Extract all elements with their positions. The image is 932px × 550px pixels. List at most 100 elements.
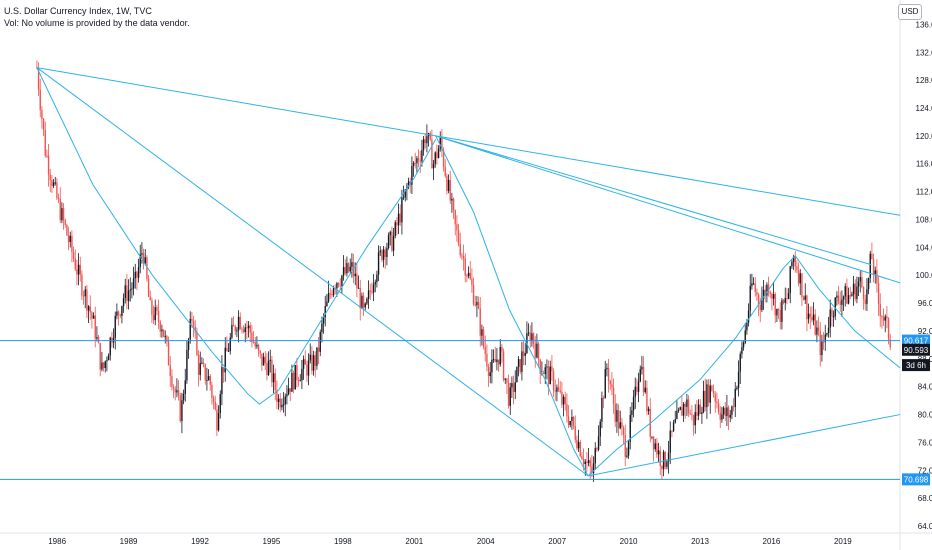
candle-body [217, 413, 220, 431]
candle-body [182, 394, 185, 401]
candle-body [219, 394, 221, 414]
candle-body [864, 299, 866, 304]
candle-body [351, 262, 353, 267]
candle-body [571, 416, 573, 422]
price-tag-box [902, 359, 930, 372]
candle-body [506, 378, 508, 383]
candle-body [579, 441, 581, 457]
candle-body [67, 235, 70, 243]
candle-body [681, 407, 683, 416]
candle-body [784, 298, 786, 303]
candle-body [41, 109, 43, 119]
candle-body [426, 136, 428, 144]
candle-body [856, 286, 858, 299]
candle-body [469, 272, 471, 279]
candle-body [636, 386, 638, 392]
candle-body [886, 316, 888, 319]
candle-body [367, 290, 370, 299]
candle-body [671, 430, 673, 432]
candle-body [277, 398, 280, 402]
x-tick-label: 1998 [334, 537, 352, 546]
candle-body [632, 396, 635, 411]
candle-body [412, 162, 415, 167]
candle-body [826, 332, 828, 335]
candle-body [162, 329, 165, 337]
candle-body [604, 369, 606, 399]
candle-body [272, 373, 275, 383]
candle-body [611, 384, 613, 388]
candle-body [284, 396, 286, 405]
candle-body [37, 67, 40, 90]
candle-body [776, 309, 778, 316]
candle-body [64, 220, 66, 225]
candle-body [91, 312, 93, 319]
candle-body [87, 306, 90, 311]
candle-body [479, 308, 481, 336]
candle-body [82, 295, 85, 297]
price-tag-label: 90.593 [904, 346, 929, 355]
candle-body [106, 360, 108, 362]
candle-body [341, 275, 343, 287]
candle-body [601, 397, 603, 422]
trendline-4 [36, 67, 589, 477]
candle-body [407, 181, 410, 188]
candle-body [839, 301, 841, 305]
candle-body [342, 267, 345, 276]
candle-body [669, 430, 671, 453]
currency-button[interactable]: USD [898, 4, 922, 20]
curve-2 [435, 135, 589, 477]
candle-body [49, 174, 51, 181]
candle-body [716, 401, 718, 404]
candle-body [584, 461, 586, 465]
candle-body [881, 316, 883, 318]
candle-body [447, 179, 450, 192]
candle-body [326, 301, 328, 307]
candle-body [59, 198, 61, 221]
candles [36, 60, 891, 482]
candle-body [114, 315, 116, 338]
candle-body [779, 310, 781, 322]
candle-body [652, 436, 655, 450]
candle-body [861, 277, 863, 288]
candle-body [387, 235, 390, 248]
candle-body [121, 306, 123, 316]
candle-body [866, 289, 868, 304]
curve-3 [587, 255, 796, 477]
candle-body [374, 282, 376, 285]
candle-body [677, 409, 680, 411]
candle-body [47, 155, 50, 175]
candle-body [321, 323, 323, 333]
candle-body [109, 337, 111, 356]
candle-body [192, 320, 195, 327]
candle-body [169, 365, 171, 377]
candle-body [497, 359, 500, 365]
candle-body [419, 160, 421, 162]
x-tick-label: 1986 [48, 537, 66, 546]
trendline-1 [36, 67, 901, 216]
candle-body [676, 410, 678, 420]
candle-body [544, 367, 546, 374]
candle-body [197, 354, 200, 375]
candle-body [529, 332, 531, 341]
candle-body [122, 298, 125, 307]
candle-body [172, 387, 175, 389]
candle-body [204, 364, 206, 381]
candle-body [862, 287, 865, 300]
candle-body [619, 422, 621, 429]
candle-body [227, 350, 230, 352]
candle-body [262, 356, 265, 366]
candle-body [92, 315, 95, 319]
candle-body [706, 384, 708, 408]
candle-body [542, 373, 545, 375]
candle-body [62, 208, 65, 221]
x-tick-label: 2010 [620, 537, 638, 546]
candle-body [812, 314, 815, 321]
candle-body [184, 380, 186, 395]
candle-body [847, 295, 850, 304]
candle-body [176, 390, 178, 393]
candle-body [476, 301, 478, 306]
candle-body [754, 283, 756, 292]
candle-body [439, 137, 441, 149]
candle-body [694, 412, 696, 426]
